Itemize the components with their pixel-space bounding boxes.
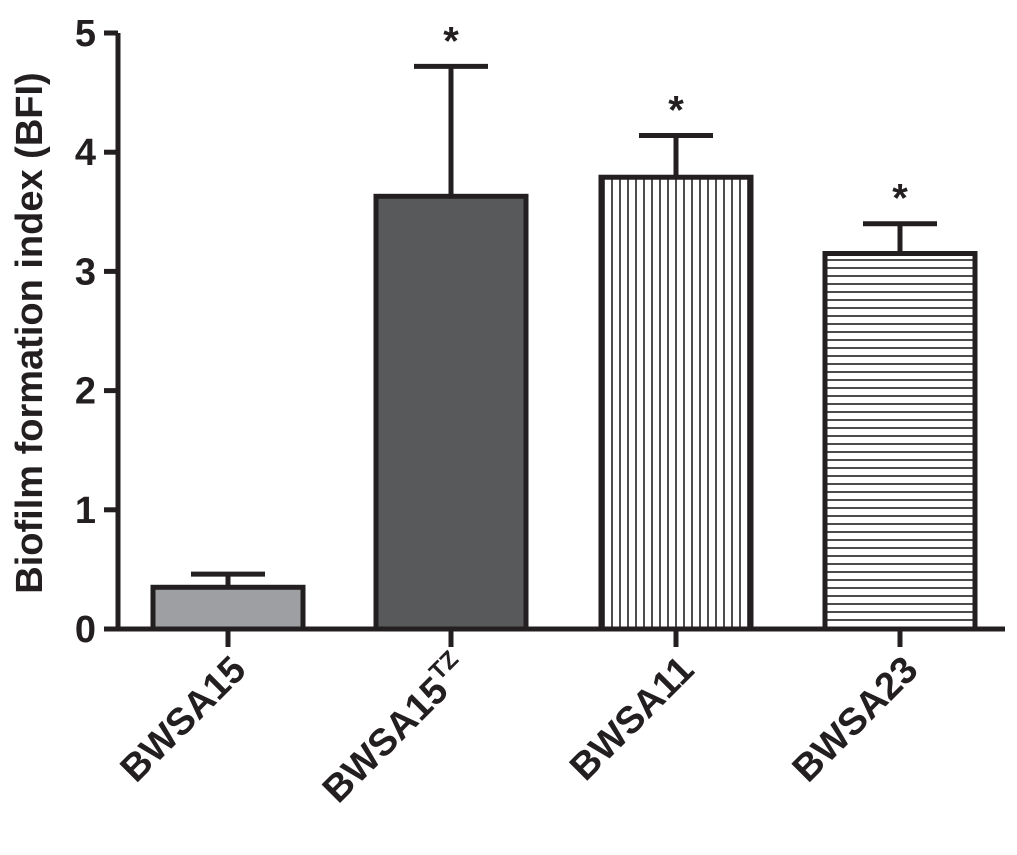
y-tick-label: 4 xyxy=(75,132,96,174)
significance-marker: * xyxy=(668,89,684,133)
bar xyxy=(373,193,529,632)
significance-marker: * xyxy=(892,177,908,221)
bar xyxy=(822,251,978,632)
x-tick-label: BWSA23 xyxy=(785,649,927,791)
x-tick-label-text: BWSA11 xyxy=(562,649,702,789)
x-tick-label: BWSA15TZ xyxy=(312,646,477,811)
x-tick-label-text: BWSA15 xyxy=(315,669,457,811)
bar xyxy=(150,584,306,632)
x-tick-label: BWSA15 xyxy=(113,649,255,791)
x-tick-label-text: BWSA15 xyxy=(113,649,255,791)
x-tick-label-text: BWSA23 xyxy=(785,649,927,791)
y-tick-label: 1 xyxy=(75,490,96,532)
y-tick-label: 0 xyxy=(75,609,96,651)
bar xyxy=(598,174,754,632)
x-tick-label: BWSA11 xyxy=(562,649,702,789)
y-tick-label: 2 xyxy=(75,371,96,413)
y-tick-label: 5 xyxy=(75,13,96,55)
y-tick-label: 3 xyxy=(75,251,96,293)
significance-marker: * xyxy=(443,19,459,63)
plot-area: 0 1 2 3 4 5 BWSA15 * BWSA15TZ * BWSA11 * BWSA23 xyxy=(75,13,1005,811)
y-axis-label: Biofilm formation index (BFI) xyxy=(9,72,51,593)
